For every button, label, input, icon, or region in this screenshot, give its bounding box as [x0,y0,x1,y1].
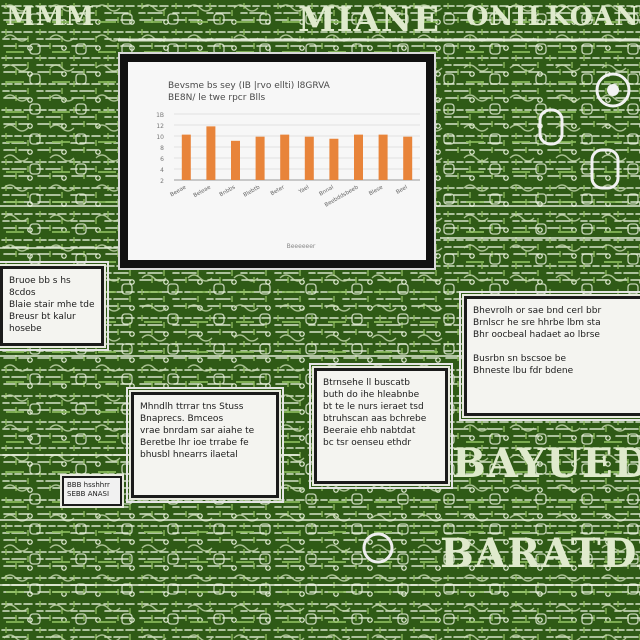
x-tick-label: Bnbbs [219,184,237,198]
x-tick-label: Bnnal [318,184,335,197]
bar [304,136,314,180]
note-center-left: Mhndlh ttrrar tns Stuss Bnaprecs. Bmceos… [126,387,284,503]
y-tick-label: 1B [156,112,164,119]
y-tick-label: 10 [156,134,164,141]
bar [280,134,290,180]
headline-bottom-right-1: BAYUEDAY [452,440,640,487]
note-tiny-text: BBB hsshhrr SEBB ANASI [67,481,110,498]
y-tick-label: 6 [160,156,164,163]
bar [403,136,413,180]
headline-bottom-right-2: BARATDAY [440,530,640,577]
y-tick-label: 2 [160,178,164,185]
note-tiny: BBB hsshhrr SEBB ANASI [62,476,122,506]
x-tick-label: Beeae [169,184,188,198]
x-tick-label: Beter [270,184,287,197]
x-axis-label: Beeeeeer [287,243,316,250]
headline-top-center: MIANE [298,0,440,40]
bar-chart: 1B 12 10 8 6 4 2 Beeae Beleae Bnbbs Blebtb Beter Yae… [156,112,420,250]
headline-top-right: ONILKOANT [466,2,640,32]
bar [231,140,240,180]
bar [255,136,265,180]
bar [206,126,216,180]
bar [378,134,388,180]
note-left-small-text: Bruoe bb s hs 8cdos Blaie stair mhe tde … [9,276,95,334]
x-tick-label: Blebtb [243,184,262,198]
bar [354,134,363,180]
note-center-right: Btrnsehe ll buscatb buth do ihe hleabnbe… [309,363,453,489]
y-tick-label: 8 [160,145,164,152]
note-left-small: Bruoe bb s hs 8cdos Blaie stair mhe tde … [0,261,109,351]
note-right: Bhevrolh or sae bnd cerl bbr Brnlscr he … [459,291,640,421]
x-tick-label: Beleae [193,184,213,199]
headline-top-left: MMM [6,2,96,32]
note-center-left-text: Mhndlh ttrrar tns Stuss Bnaprecs. Bmceos… [140,402,255,460]
y-tick-label: 4 [160,167,164,174]
chart-monitor: Bevsme bs sey (IB |rvo ellti) l8GRVA BE8… [118,52,436,270]
chart-title: Bevsme bs sey (IB |rvo ellti) l8GRVA BE8… [168,81,330,103]
bar [181,134,191,180]
x-tick-label: Yael [297,184,311,195]
x-tick-label: Blese [368,184,384,197]
note-right-text: Bhevrolh or sae bnd cerl bbr Brnlscr he … [473,306,602,376]
note-center-right-text: Btrnsehe ll buscatb buth do ihe hleabnbe… [323,378,427,448]
y-tick-label: 12 [156,123,164,130]
chart-panel: Bevsme bs sey (IB |rvo ellti) l8GRVA BE8… [128,62,426,260]
x-tick-label: Beel [395,184,409,195]
bar [329,138,339,180]
